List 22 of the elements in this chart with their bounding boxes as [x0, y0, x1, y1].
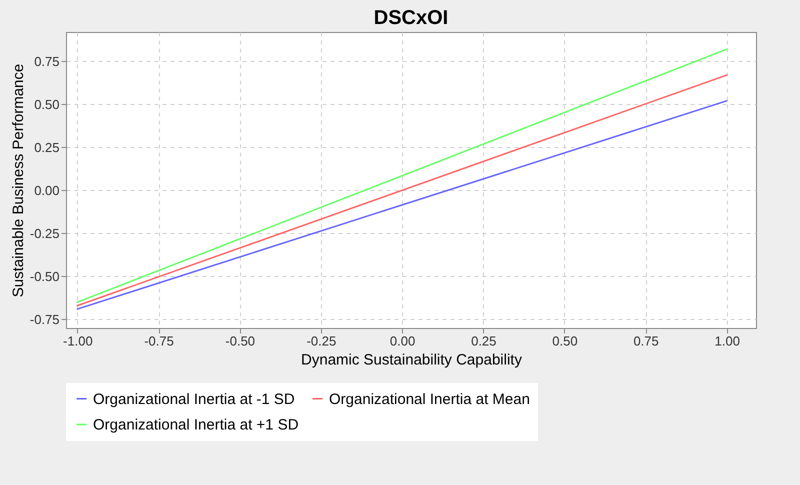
legend-label: Organizational Inertia at Mean — [329, 390, 530, 408]
y-tick-label: 0.75 — [34, 54, 60, 69]
x-tick-label: -0.50 — [225, 334, 256, 348]
x-tick-label: 1.00 — [714, 334, 740, 348]
y-tick-label: 0.50 — [34, 96, 60, 112]
legend-label: Organizational Inertia at +1 SD — [93, 416, 299, 434]
x-tick-label: 0.00 — [390, 334, 416, 348]
x-tick-label: 0.50 — [552, 334, 578, 348]
chart-title: DSCxOI — [374, 7, 448, 29]
x-tick-label: 0.75 — [633, 334, 659, 348]
legend-label: Organizational Inertia at -1 SD — [93, 390, 295, 408]
x-tick-label: 0.25 — [471, 334, 496, 348]
y-tick-label: -0.25 — [30, 226, 60, 241]
x-tick-label: -0.75 — [144, 334, 174, 348]
y-axis-title: Sustainable Business Performance — [10, 64, 27, 298]
x-axis-title: Dynamic Sustainability Capability — [301, 352, 522, 368]
y-tick-label: -0.50 — [30, 268, 60, 284]
y-tick-label: 0.25 — [34, 140, 60, 155]
y-tick-label: 0.00 — [34, 182, 60, 198]
x-tick-label: -0.25 — [306, 334, 336, 348]
x-tick-label: -1.00 — [63, 334, 93, 348]
y-tick-label: -0.75 — [30, 312, 60, 327]
